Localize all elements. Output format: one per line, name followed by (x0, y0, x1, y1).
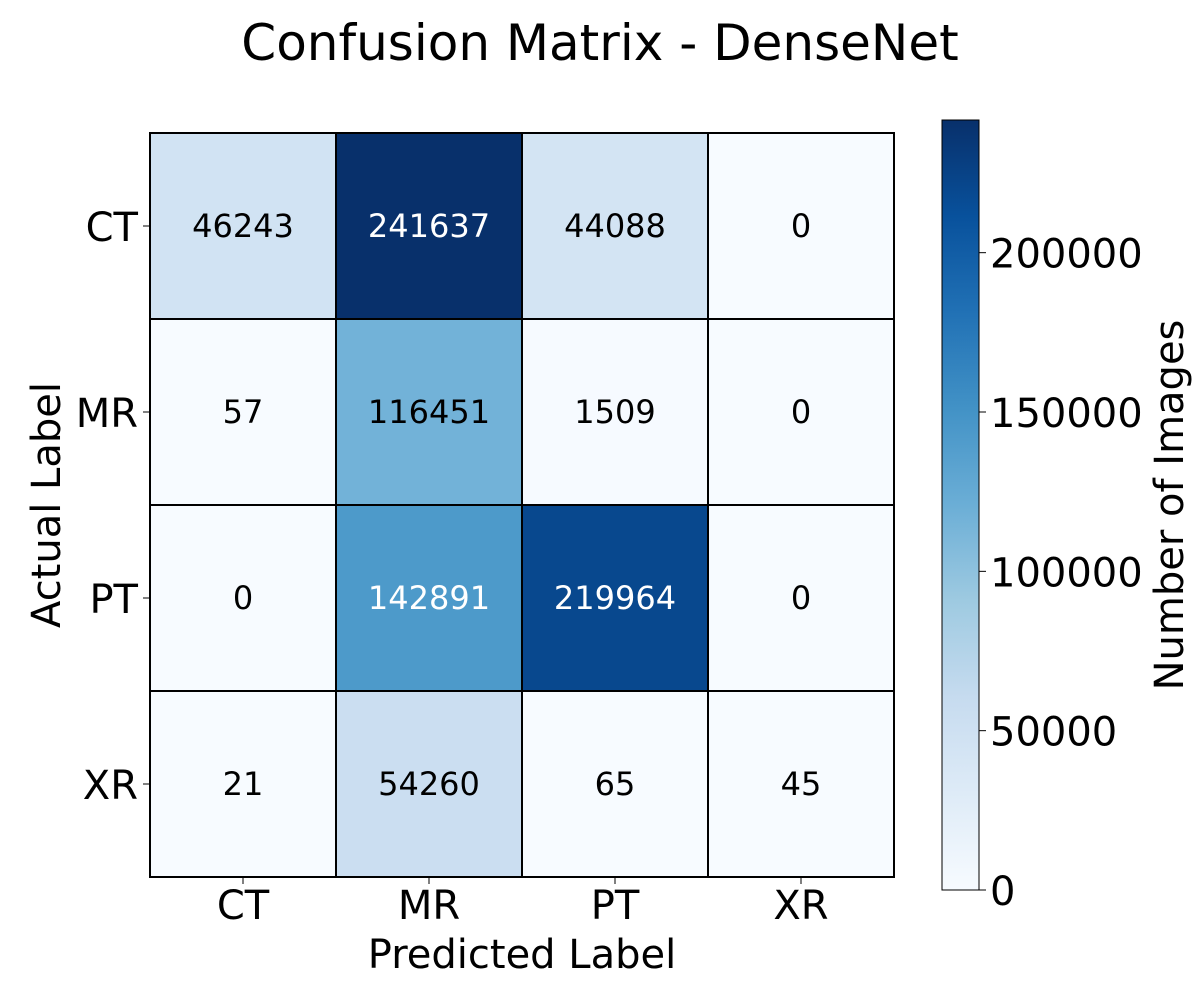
heatmap-cell (707, 132, 895, 320)
heatmap-cells (149, 132, 895, 878)
heatmap-cell (521, 690, 709, 878)
heatmap-cell (149, 690, 337, 878)
y-tick-label: MR (76, 391, 138, 437)
heatmap-cell (335, 690, 523, 878)
cell-value-label: 1509 (574, 393, 655, 431)
y-tick-label: CT (86, 205, 139, 251)
x-tick-label: CT (217, 883, 270, 929)
cell-value-label: 241637 (368, 207, 490, 245)
heatmap-cell (707, 504, 895, 692)
chart-title: Confusion Matrix - DenseNet (241, 14, 958, 72)
heatmap-cell (707, 318, 895, 506)
cell-value-label: 46243 (192, 207, 294, 245)
cell-value-label: 0 (233, 579, 253, 617)
y-axis-title: Actual Label (24, 382, 70, 628)
heatmap-cell (335, 318, 523, 506)
x-axis-label: Predicted Label (368, 932, 676, 978)
cell-value-label: 116451 (368, 393, 490, 431)
heatmap-cell (149, 318, 337, 506)
y-axis-ticks: CT MR PT XR (76, 205, 150, 809)
cell-value-label: 0 (791, 207, 811, 245)
cell-value-label: 57 (223, 393, 264, 431)
heatmap-border (149, 132, 895, 878)
y-tick-label: XR (83, 763, 138, 809)
cell-value-label: 44088 (564, 207, 666, 245)
colorbar-label: Number of Images (1147, 320, 1193, 691)
colorbar-tick-label: 200000 (990, 232, 1143, 278)
colorbar-tick-label: 150000 (990, 391, 1143, 437)
heatmap-cell (335, 132, 523, 320)
cell-value-label: 65 (595, 765, 636, 803)
x-axis-ticks: CT MR PT XR (217, 877, 829, 929)
cell-value-label: 0 (791, 579, 811, 617)
heatmap-cell-labels: 46243 241637 44088 0 57 116451 1509 0 0 142891 219… (192, 207, 821, 803)
colorbar-tick-label: 0 (990, 869, 1015, 915)
y-tick-label: PT (89, 577, 138, 623)
x-tick-label: XR (773, 883, 828, 929)
colorbar-tick-label: 100000 (990, 550, 1143, 596)
colorbar-tick-label: 50000 (990, 710, 1117, 756)
cell-value-label: 54260 (378, 765, 480, 803)
colorbar (941, 119, 980, 891)
heatmap-cell (335, 504, 523, 692)
colorbar-ticks: 0 50000 100000 150000 200000 (979, 232, 1143, 915)
heatmap-cell (149, 132, 337, 320)
cell-value-label: 0 (791, 393, 811, 431)
x-tick-label: PT (591, 883, 640, 929)
cell-value-label: 142891 (368, 579, 490, 617)
cell-value-label: 45 (781, 765, 822, 803)
cell-value-label: 21 (223, 765, 264, 803)
heatmap-cell (707, 690, 895, 878)
cell-value-label: 219964 (554, 579, 676, 617)
x-tick-label: MR (398, 883, 460, 929)
